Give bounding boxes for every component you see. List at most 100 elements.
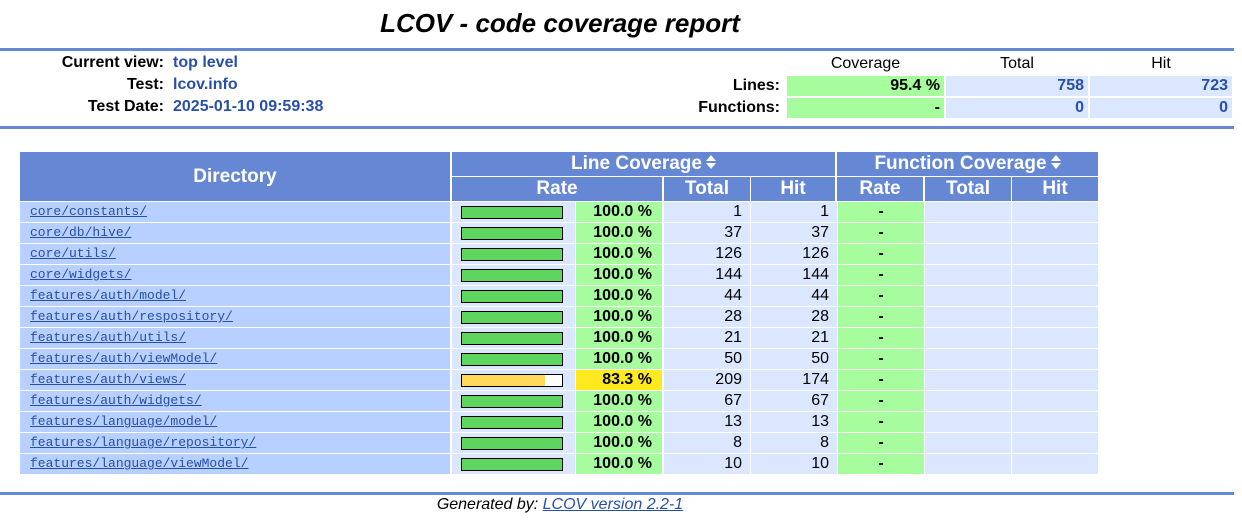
summary-functions-hit: 0: [1090, 98, 1232, 118]
sort-updown-icon[interactable]: [1050, 154, 1061, 169]
line-rate-header: Rate: [452, 177, 662, 201]
function-hit-cell: [1012, 412, 1098, 432]
directory-link[interactable]: core/constants/: [30, 204, 148, 219]
bottom-ruler: [0, 492, 1234, 495]
summary-lines-hit: 723: [1090, 76, 1232, 96]
directory-link[interactable]: features/auth/widgets/: [30, 393, 202, 408]
lcov-version-link[interactable]: LCOV version 2.2-1: [542, 496, 684, 513]
directory-cell: features/auth/respository/: [20, 307, 450, 327]
coverage-bar-cell: [452, 370, 575, 390]
coverage-bar-fill: [462, 207, 562, 218]
line-hit-cell: 10: [751, 454, 837, 474]
function-total-cell: [925, 454, 1011, 474]
function-rate-cell: -: [838, 244, 924, 264]
line-hit-cell: 21: [751, 328, 837, 348]
function-hit-cell: [1012, 244, 1098, 264]
directory-link[interactable]: core/db/hive/: [30, 225, 132, 240]
line-hit-cell: 50: [751, 349, 837, 369]
function-total-cell: [925, 265, 1011, 285]
line-total-cell: 50: [664, 349, 750, 369]
summary-functions-label: Functions:: [698, 99, 780, 116]
line-hit-cell: 126: [751, 244, 837, 264]
directory-link[interactable]: features/language/viewModel/: [30, 456, 249, 471]
line-rate-cell: 100.0 %: [576, 454, 662, 474]
line-hit-cell: 1: [751, 202, 837, 222]
coverage-bar: [461, 353, 563, 366]
summary-lines-total: 758: [946, 76, 1088, 96]
directory-link[interactable]: features/language/repository/: [30, 435, 257, 450]
directory-link[interactable]: features/language/model/: [30, 414, 218, 429]
table-row: features/language/repository/100.0 % 8 8-: [20, 433, 1098, 453]
line-total-cell: 10: [664, 454, 750, 474]
coverage-bar-cell: [452, 244, 575, 264]
table-row: features/auth/views/83.3 % 209 174-: [20, 370, 1098, 390]
function-hit-cell: [1012, 202, 1098, 222]
directory-cell: features/auth/views/: [20, 370, 450, 390]
directory-link[interactable]: features/auth/views/: [30, 372, 187, 387]
coverage-bar: [461, 416, 563, 429]
directory-cell: features/language/repository/: [20, 433, 450, 453]
directory-cell: core/db/hive/: [20, 223, 450, 243]
directory-link[interactable]: core/utils/: [30, 246, 116, 261]
coverage-bar-fill: [462, 312, 562, 323]
summary-total-header: Total: [1000, 55, 1034, 72]
line-coverage-header[interactable]: Line Coverage: [452, 152, 835, 176]
function-hit-cell: [1012, 286, 1098, 306]
summary-functions-total: 0: [946, 98, 1088, 118]
coverage-bar: [461, 332, 563, 345]
line-rate-cell: 100.0 %: [576, 265, 662, 285]
coverage-bar-cell: [452, 223, 575, 243]
coverage-bar: [461, 311, 563, 324]
line-total-cell: 28: [664, 307, 750, 327]
directory-cell: features/language/viewModel/: [20, 454, 450, 474]
directory-link[interactable]: features/auth/viewModel/: [30, 351, 218, 366]
table-row: core/constants/100.0 % 1 1-: [20, 202, 1098, 222]
footer-prefix: Generated by:: [436, 496, 543, 513]
coverage-bar: [461, 437, 563, 450]
function-rate-cell: -: [838, 286, 924, 306]
sort-updown-icon[interactable]: [705, 154, 716, 169]
table-row: features/auth/utils/100.0 % 21 21-: [20, 328, 1098, 348]
footer: Generated by: LCOV version 2.2-1: [0, 496, 1120, 514]
function-total-cell: [925, 370, 1011, 390]
coverage-bar-cell: [452, 307, 575, 327]
coverage-bar-fill: [462, 375, 546, 386]
page-title: LCOV - code coverage report: [380, 8, 740, 38]
function-rate-cell: -: [838, 433, 924, 453]
directory-link[interactable]: features/auth/utils/: [30, 330, 187, 345]
directory-cell: core/constants/: [20, 202, 450, 222]
current-view-label: Current view:: [61, 54, 164, 71]
function-rate-cell: -: [838, 307, 924, 327]
directory-cell: features/auth/viewModel/: [20, 349, 450, 369]
function-rate-cell: -: [838, 202, 924, 222]
function-rate-cell: -: [838, 370, 924, 390]
mid-ruler: [0, 126, 1234, 129]
test-value: lcov.info: [173, 76, 238, 93]
current-view-value: top level: [173, 54, 238, 71]
summary-lines-label: Lines:: [732, 77, 780, 94]
directory-link[interactable]: features/auth/respository/: [30, 309, 233, 324]
line-hit-cell: 28: [751, 307, 837, 327]
directory-link[interactable]: core/widgets/: [30, 267, 132, 282]
coverage-bar-cell: [452, 202, 575, 222]
summary-coverage-header: Coverage: [830, 55, 901, 72]
function-total-cell: [925, 202, 1011, 222]
line-rate-cell: 100.0 %: [576, 433, 662, 453]
line-total-cell: 37: [664, 223, 750, 243]
directory-cell: features/language/model/: [20, 412, 450, 432]
function-total-cell: [925, 433, 1011, 453]
line-hit-cell: 44: [751, 286, 837, 306]
test-date-label: Test Date:: [87, 98, 164, 115]
directory-cell: core/widgets/: [20, 265, 450, 285]
line-rate-cell: 83.3 %: [576, 370, 662, 390]
summary-lines-coverage: 95.4 %: [787, 76, 944, 96]
coverage-bar: [461, 248, 563, 261]
coverage-bar-fill: [462, 396, 562, 407]
coverage-bar-fill: [462, 459, 562, 470]
coverage-bar: [461, 269, 563, 282]
line-rate-cell: 100.0 %: [576, 349, 662, 369]
coverage-bar-fill: [462, 417, 562, 428]
function-coverage-header[interactable]: Function Coverage: [837, 152, 1098, 176]
directory-link[interactable]: features/auth/model/: [30, 288, 187, 303]
function-rate-cell: -: [838, 412, 924, 432]
